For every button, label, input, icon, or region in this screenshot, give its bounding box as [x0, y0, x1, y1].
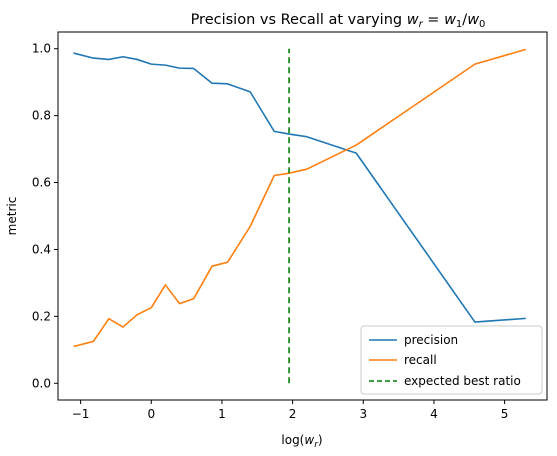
x-tick-label: 2: [289, 407, 297, 421]
chart-title-math-5: 1: [456, 19, 462, 30]
y-tick-label: 0.8: [32, 109, 51, 123]
x-tick-label: 3: [359, 407, 367, 421]
legend-label-expected-best-ratio: expected best ratio: [404, 374, 521, 388]
x-tick-label: 0: [147, 407, 155, 421]
legend-box: [360, 325, 543, 395]
x-axis-label-symbol: w: [304, 433, 314, 447]
chart-title-math-2: r: [419, 19, 424, 30]
y-axis-label: metric: [5, 197, 19, 236]
legend: precision recall expected best ratio: [360, 325, 543, 395]
series-line-precision: [73, 52, 526, 323]
tick-group: −1 0 1 2 3 4 5 0.0 0.2 0.4 0.6 0.8 1.0: [32, 42, 509, 421]
x-tick-label: 4: [430, 407, 438, 421]
x-axis-label-subscript: r: [314, 440, 319, 450]
legend-label-precision: precision: [404, 333, 458, 347]
chart-title-math-8: 0: [479, 19, 485, 30]
chart-title-math-4: w: [444, 12, 456, 28]
x-axis-label: log(wr): [281, 433, 322, 450]
y-tick-label: 0.2: [32, 309, 51, 323]
x-axis-label-prefix: log(: [281, 433, 304, 447]
y-tick-label: 0.4: [32, 242, 51, 256]
x-tick-label: −1: [72, 407, 90, 421]
series-line-recall: [73, 48, 527, 348]
y-tick-label: 0.0: [32, 376, 51, 390]
chart-title-math-6: /: [462, 12, 467, 28]
x-axis-label-suffix: ): [318, 433, 323, 447]
chart-title-prefix: Precision vs Recall at varying: [191, 12, 407, 28]
x-tick-label: 5: [501, 407, 509, 421]
plot-area-frame: [57, 31, 548, 401]
x-tick-label: 1: [218, 407, 226, 421]
y-tick-label: 0.6: [32, 176, 51, 190]
series-layer: [73, 48, 527, 384]
chart-title: Precision vs Recall at varying wr = w1/w…: [191, 12, 486, 30]
chart-title-math-3: =: [423, 12, 444, 28]
y-tick-label: 1.0: [32, 42, 51, 56]
chart-title-math-1: w: [407, 12, 419, 28]
legend-label-recall: recall: [404, 353, 437, 367]
chart-title-math-7: w: [467, 12, 479, 28]
